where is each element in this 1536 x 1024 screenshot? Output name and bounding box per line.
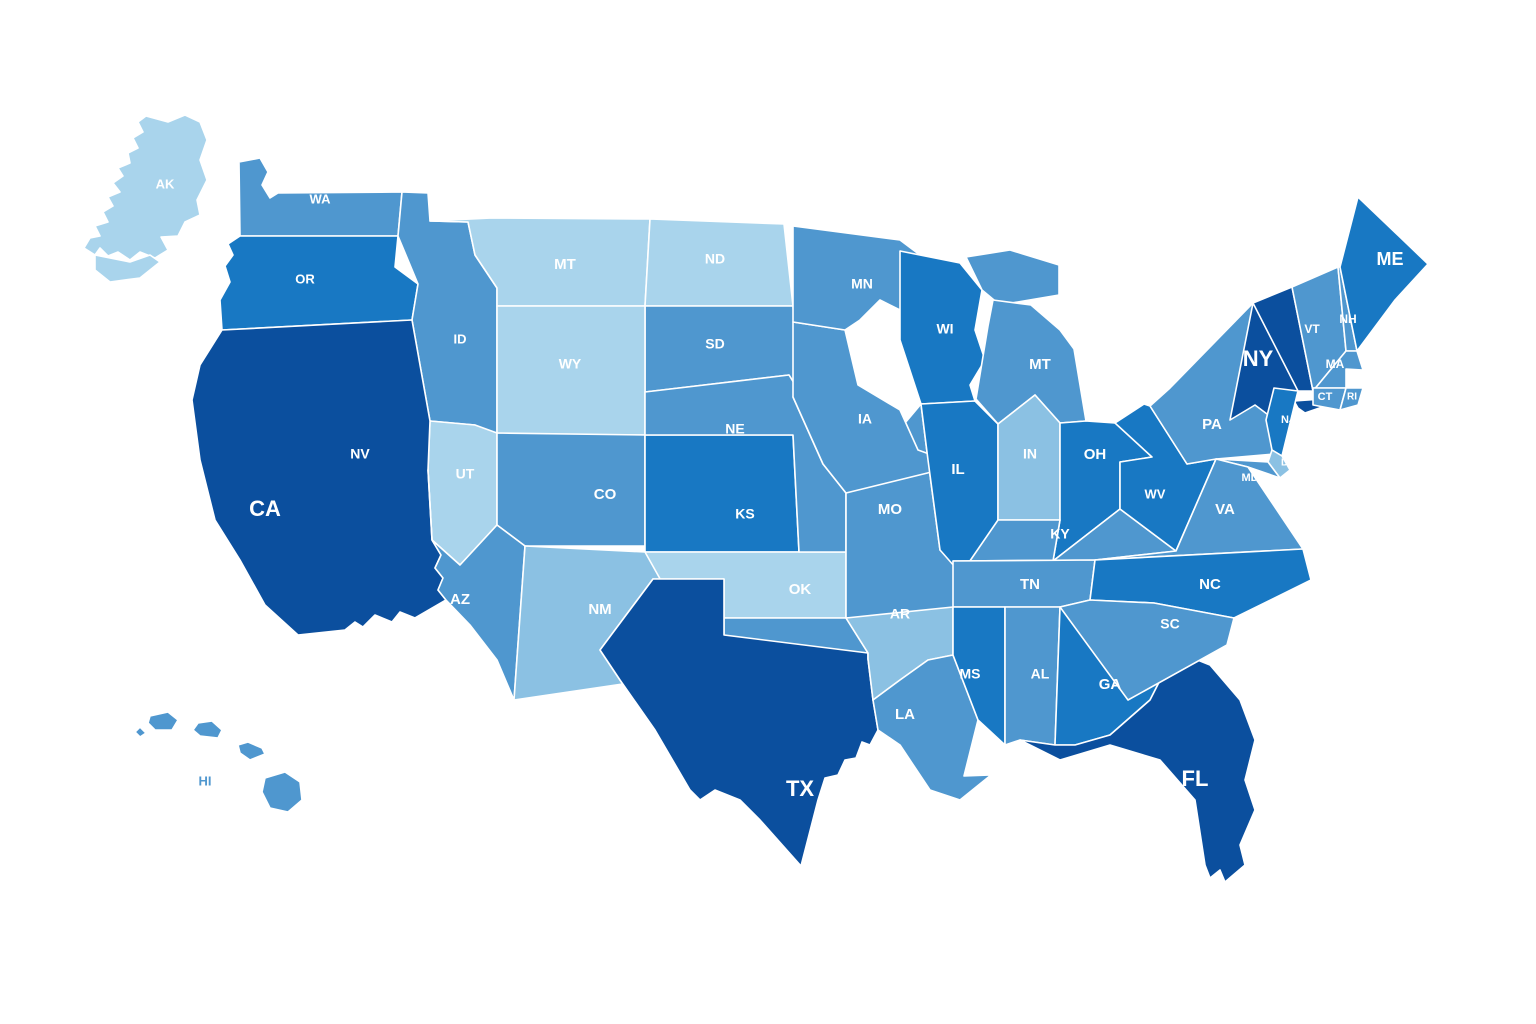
svg-text:HI: HI xyxy=(199,773,212,788)
svg-text:MN: MN xyxy=(851,276,873,292)
svg-text:MT: MT xyxy=(1029,356,1051,373)
svg-text:MA: MA xyxy=(1326,357,1345,371)
svg-text:WA: WA xyxy=(310,191,332,206)
svg-text:OK: OK xyxy=(789,581,812,598)
svg-text:WV: WV xyxy=(1145,486,1166,501)
svg-text:RI: RI xyxy=(1347,392,1357,403)
svg-text:CA: CA xyxy=(249,496,281,521)
svg-text:AZ: AZ xyxy=(450,591,470,608)
svg-text:FL: FL xyxy=(1182,766,1209,791)
svg-text:SC: SC xyxy=(1160,616,1179,632)
svg-text:PA: PA xyxy=(1202,416,1222,433)
svg-text:CT: CT xyxy=(1318,391,1333,403)
svg-text:UT: UT xyxy=(456,466,475,482)
svg-text:VA: VA xyxy=(1215,501,1235,518)
svg-text:OR: OR xyxy=(295,271,315,286)
svg-text:TX: TX xyxy=(786,776,814,801)
svg-text:ID: ID xyxy=(454,331,467,346)
svg-text:DE: DE xyxy=(1281,458,1295,469)
svg-text:NY: NY xyxy=(1243,346,1274,371)
svg-text:KY: KY xyxy=(1050,526,1070,542)
svg-text:NC: NC xyxy=(1199,576,1221,593)
svg-text:ME: ME xyxy=(1377,249,1404,269)
svg-text:MT: MT xyxy=(554,256,576,273)
svg-text:WI: WI xyxy=(936,321,953,337)
svg-text:KS: KS xyxy=(735,506,754,522)
svg-text:IN: IN xyxy=(1023,446,1037,462)
svg-text:IL: IL xyxy=(951,461,964,478)
svg-text:MO: MO xyxy=(878,501,902,518)
svg-text:CO: CO xyxy=(594,486,617,503)
svg-text:LA: LA xyxy=(895,706,915,723)
svg-text:NH: NH xyxy=(1339,312,1356,326)
svg-text:MD: MD xyxy=(1241,472,1258,484)
svg-text:WY: WY xyxy=(559,356,582,372)
svg-text:AL: AL xyxy=(1031,666,1050,682)
svg-text:MS: MS xyxy=(960,666,981,682)
svg-text:IA: IA xyxy=(858,411,872,427)
svg-text:AR: AR xyxy=(890,606,910,622)
svg-text:NE: NE xyxy=(725,421,744,437)
svg-text:NV: NV xyxy=(350,446,370,462)
svg-text:TN: TN xyxy=(1020,576,1040,593)
svg-text:OH: OH xyxy=(1084,446,1107,463)
svg-text:NJ: NJ xyxy=(1281,414,1295,426)
svg-text:VT: VT xyxy=(1304,322,1320,336)
svg-text:GA: GA xyxy=(1099,676,1122,693)
svg-text:SD: SD xyxy=(705,336,724,352)
svg-text:NM: NM xyxy=(588,601,611,618)
svg-text:ND: ND xyxy=(705,251,725,267)
svg-text:AK: AK xyxy=(156,176,175,191)
